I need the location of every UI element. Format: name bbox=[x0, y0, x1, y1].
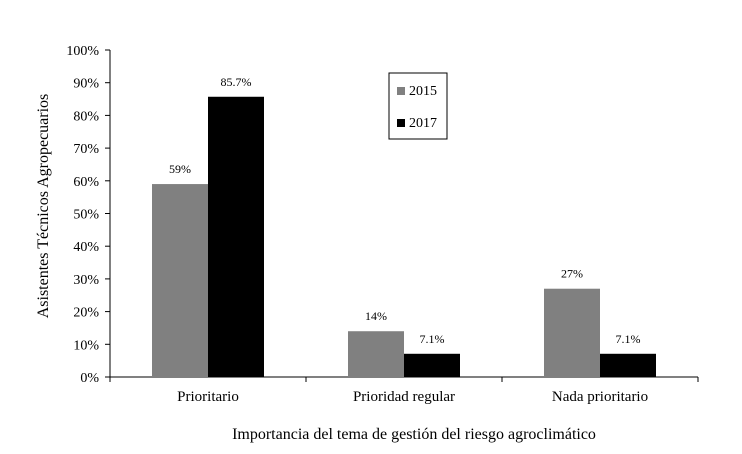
y-tick-label: 30% bbox=[73, 273, 99, 288]
legend-swatch-2017 bbox=[397, 119, 405, 127]
x-category-label: Prioridad regular bbox=[353, 389, 455, 405]
data-label-2017: 7.1% bbox=[616, 332, 641, 346]
y-axis-title: Asistentes Técnicos Agropecuarios bbox=[35, 94, 52, 319]
y-tick-label: 100% bbox=[66, 44, 99, 59]
x-category-label: Prioritario bbox=[177, 389, 239, 405]
y-tick-label: 60% bbox=[73, 175, 99, 190]
y-tick-label: 90% bbox=[73, 77, 99, 92]
x-axis-title: Importancia del tema de gestión del ries… bbox=[232, 426, 596, 443]
x-category-labels: Prioritario Prioridad regular Nada priorit… bbox=[109, 377, 699, 405]
y-tick-label: 40% bbox=[73, 240, 99, 255]
bar-2015 bbox=[348, 331, 404, 377]
data-label-2015: 14% bbox=[365, 309, 387, 323]
data-label-2015: 27% bbox=[561, 267, 583, 281]
legend: 2015 2017 bbox=[388, 72, 448, 140]
y-tick-label: 50% bbox=[73, 208, 99, 223]
bar-2017 bbox=[208, 96, 264, 378]
bar-2015 bbox=[152, 184, 208, 377]
legend-box bbox=[388, 72, 448, 140]
y-tick-label: 10% bbox=[73, 338, 99, 353]
y-tick-label: 70% bbox=[73, 142, 99, 157]
y-tick-label: 0% bbox=[80, 371, 99, 386]
data-label-2017: 7.1% bbox=[420, 332, 445, 346]
bars: 59% 85.7% 14% 7.1% 27% 7.1% bbox=[152, 75, 656, 378]
y-tick-label: 20% bbox=[73, 306, 99, 321]
y-ticks: 0% 10% 20% 30% 40% 50% 60% 70% 80% 90% 100% bbox=[66, 44, 110, 386]
data-label-2015: 59% bbox=[169, 162, 191, 176]
legend-swatch-2015 bbox=[397, 87, 405, 95]
legend-label-2017: 2017 bbox=[409, 116, 437, 131]
bar-2017 bbox=[404, 353, 460, 377]
legend-label-2015: 2015 bbox=[409, 84, 437, 99]
bar-2015 bbox=[544, 288, 600, 377]
bar-2017 bbox=[600, 353, 656, 377]
y-tick-label: 80% bbox=[73, 109, 99, 124]
x-category-label: Nada prioritario bbox=[552, 389, 648, 405]
data-label-2017: 85.7% bbox=[221, 75, 252, 89]
